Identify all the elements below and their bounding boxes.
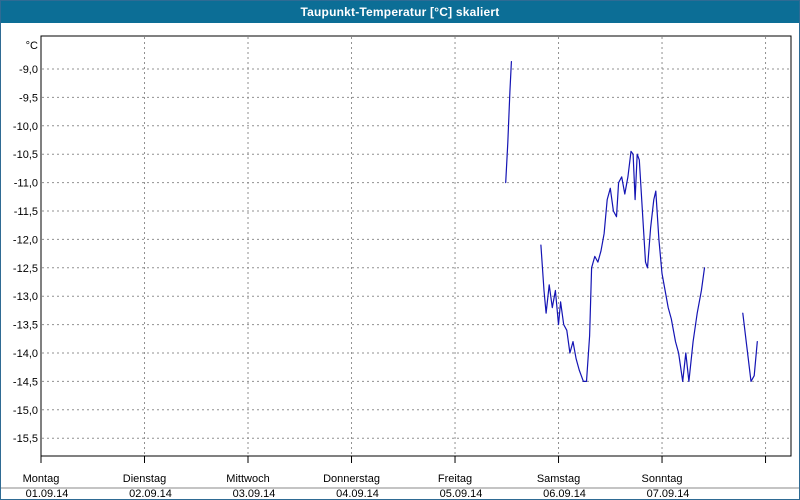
- x-tick-weekday: Samstag: [537, 473, 580, 485]
- data-line: [540, 150, 706, 382]
- plot-area: [40, 35, 792, 457]
- data-line-series: [505, 60, 758, 382]
- x-axis-ticks: [40, 456, 767, 463]
- x-tick-weekday: Montag: [23, 473, 60, 485]
- x-tick-weekday: Freitag: [438, 473, 472, 485]
- y-tick-label: -9,0: [19, 64, 38, 76]
- y-tick-label: -13,0: [13, 291, 38, 303]
- x-tick-date: 02.09.14: [129, 488, 172, 499]
- y-tick-label: -12,0: [13, 234, 38, 246]
- chart-canvas: °C -9,0 -9,5 -10,0 -10,5 -11,0 -11,5 -12,0 -12,5…: [1, 35, 799, 499]
- x-axis-labels: Montag 01.09.14 Dienstag 02.09.14 Mittwoch 03…: [23, 473, 690, 499]
- x-tick-weekday: Dienstag: [123, 473, 166, 485]
- y-axis-labels: °C -9,0 -9,5 -10,0 -10,5 -11,0 -11,5 -12,0 -12,5…: [13, 40, 38, 445]
- y-tick-label: -11,5: [14, 206, 38, 218]
- y-tick-label: -14,5: [13, 376, 38, 388]
- y-tick-label: -15,0: [13, 405, 38, 417]
- y-axis-unit-label: °C: [26, 40, 38, 52]
- x-tick-date: 03.09.14: [233, 488, 276, 499]
- x-tick-weekday: Mittwoch: [226, 473, 269, 485]
- y-tick-label: -12,5: [13, 263, 38, 275]
- y-tick-label: -10,0: [13, 121, 38, 133]
- chart-title-bar: Taupunkt-Temperatur [°C] skaliert: [1, 1, 799, 23]
- y-tick-label: -10,5: [13, 149, 38, 161]
- x-tick-date: 06.09.14: [543, 488, 586, 499]
- chart-region: °C -9,0 -9,5 -10,0 -10,5 -11,0 -11,5 -12,0 -12,5…: [1, 23, 799, 499]
- data-line: [505, 60, 512, 184]
- x-tick-date: 01.09.14: [26, 488, 69, 499]
- y-tick-label: -14,0: [13, 348, 38, 360]
- data-line: [742, 312, 758, 382]
- x-tick-weekday: Donnerstag: [323, 473, 380, 485]
- y-tick-label: -15,5: [13, 433, 38, 445]
- y-tick-label: -9,5: [19, 92, 38, 104]
- y-tick-label: -11,0: [14, 178, 38, 190]
- x-tick-date: 04.09.14: [336, 488, 379, 499]
- x-tick-date: 07.09.14: [647, 488, 690, 499]
- x-tick-date: 05.09.14: [440, 488, 483, 499]
- x-tick-weekday: Sonntag: [642, 473, 683, 485]
- y-tick-label: -13,5: [13, 320, 38, 332]
